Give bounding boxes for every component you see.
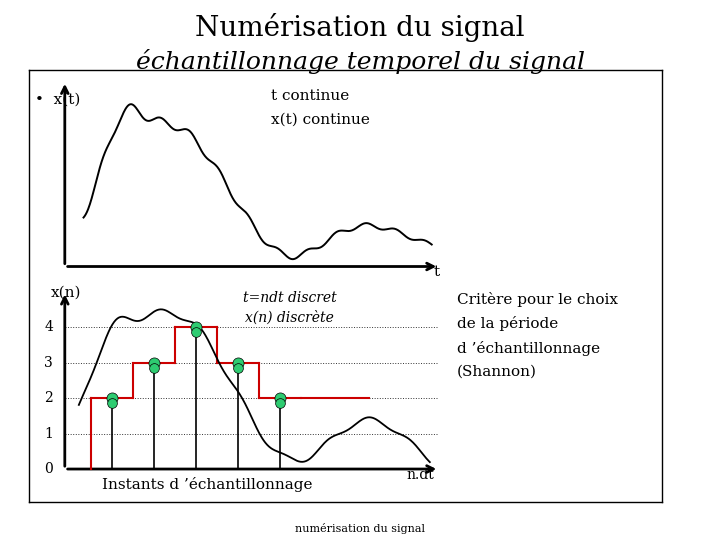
Text: Numérisation du signal: Numérisation du signal (195, 14, 525, 43)
Text: échantillonnage temporel du signal: échantillonnage temporel du signal (135, 49, 585, 73)
Text: t continue: t continue (271, 89, 349, 103)
Text: t: t (433, 265, 440, 279)
Text: numérisation du signal: numérisation du signal (295, 523, 425, 534)
Text: 1: 1 (44, 427, 53, 441)
Text: x(n): x(n) (50, 286, 81, 300)
Text: x(t) continue: x(t) continue (271, 112, 369, 126)
Text: x(n) discrète: x(n) discrète (245, 310, 334, 325)
Text: •  x(t): • x(t) (35, 92, 80, 106)
Text: 0: 0 (45, 462, 53, 476)
Text: Critère pour le choix
de la période
d ’échantillonnage
(Shannon): Critère pour le choix de la période d ’é… (457, 292, 618, 379)
Text: Instants d ’échantillonnage: Instants d ’échantillonnage (102, 476, 312, 491)
Text: t=ndt discret: t=ndt discret (243, 291, 336, 305)
Text: 4: 4 (44, 320, 53, 334)
Text: n.dt: n.dt (407, 468, 435, 482)
Text: 3: 3 (45, 355, 53, 369)
Text: 2: 2 (45, 391, 53, 405)
